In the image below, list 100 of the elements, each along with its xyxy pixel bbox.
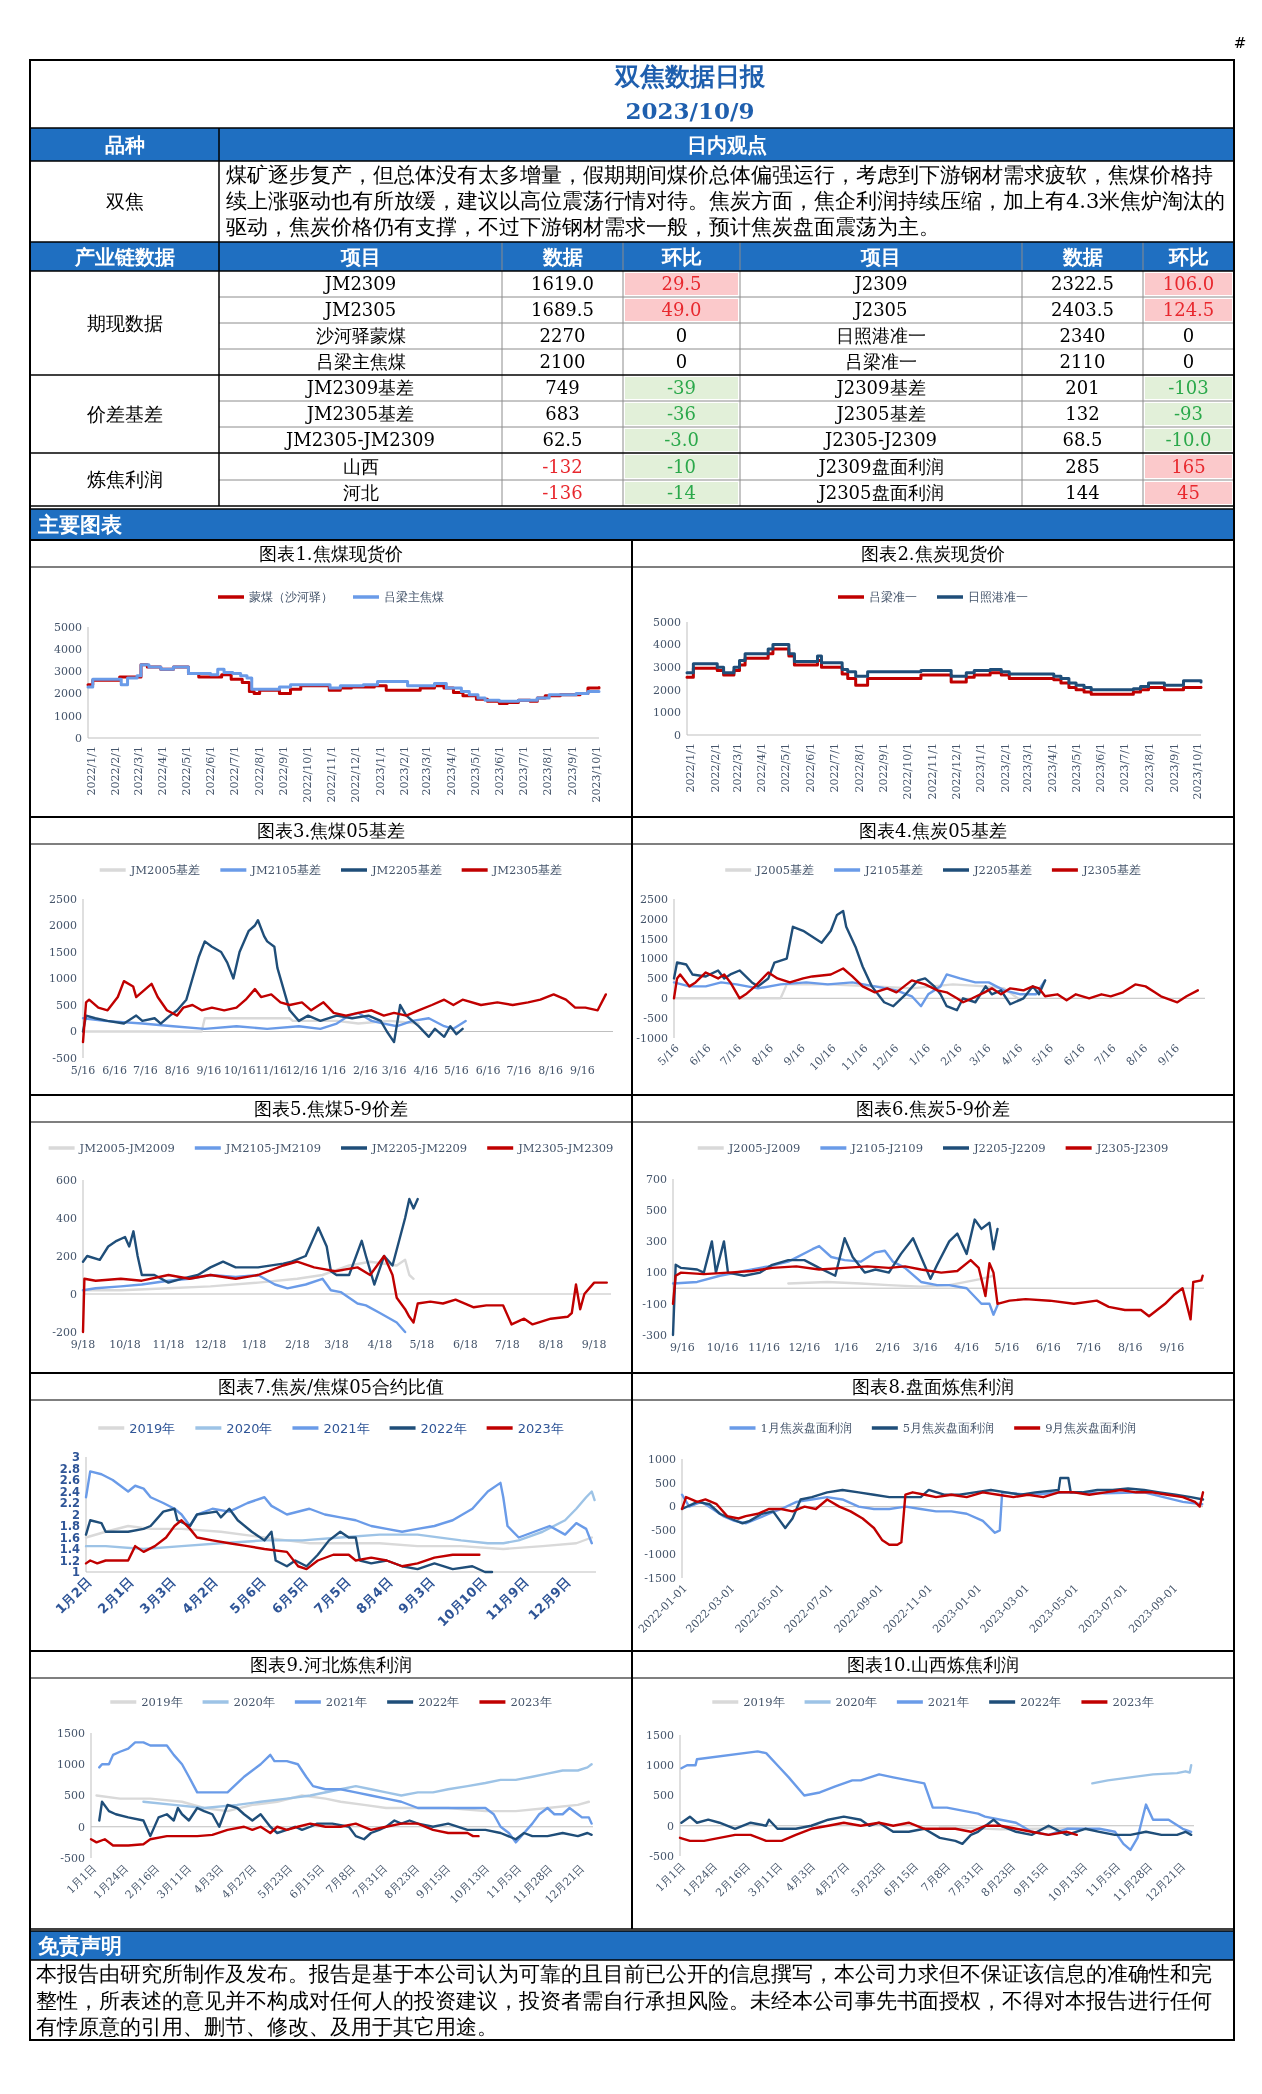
x-tick-label: 10/18 xyxy=(109,1338,141,1351)
x-tick-label: 1/18 xyxy=(241,1338,267,1351)
x-tick-label: 9/16 xyxy=(569,1064,595,1077)
legend-label: J2005-J2009 xyxy=(727,1141,801,1156)
y-tick-label: -200 xyxy=(52,1325,77,1339)
legend-label: JM2305基差 xyxy=(491,863,563,878)
text: J2305基差 xyxy=(834,403,926,425)
legend-label: 5月焦炭盘面利润 xyxy=(902,1421,995,1436)
text: 68.5 xyxy=(1062,429,1103,451)
x-tick-label: 8/18 xyxy=(538,1338,564,1351)
legend-label: JM2205基差 xyxy=(371,863,442,878)
x-tick-label: 3月3日 xyxy=(136,1574,179,1617)
y-tick-label: 0 xyxy=(70,1287,77,1301)
legend-label: JM2005基差 xyxy=(129,863,201,878)
y-tick-label: 1000 xyxy=(646,1759,674,1773)
y-tick-label: 0 xyxy=(75,731,82,745)
y-tick-label: 400 xyxy=(56,1211,77,1225)
legend-label: 2022年 xyxy=(1020,1695,1062,1710)
text: 2340 xyxy=(1059,325,1106,347)
text: 132 xyxy=(1065,403,1100,425)
y-tick-label: -100 xyxy=(642,1297,667,1311)
x-tick-label: 2023/3/1 xyxy=(1021,743,1035,793)
x-tick-label: 2022/12/1 xyxy=(349,746,363,803)
x-tick-label: 12/18 xyxy=(194,1338,227,1351)
x-tick-label: 2023/2/1 xyxy=(998,743,1012,793)
x-tick-label: 2023/4/1 xyxy=(444,746,458,796)
x-tick-label: 2022/9/1 xyxy=(277,746,291,796)
text: 项目 xyxy=(860,244,901,269)
x-tick-label: 7/16 xyxy=(133,1064,158,1077)
x-tick-label: 11/18 xyxy=(152,1338,185,1351)
x-tick-label: 5/16 xyxy=(70,1064,96,1077)
y-tick-label: 2500 xyxy=(49,892,77,906)
x-tick-label: 2/16 xyxy=(875,1341,900,1354)
legend-label: 蒙煤（沙河驿） xyxy=(249,590,333,605)
x-tick-label: 2022/5/1 xyxy=(779,743,793,793)
chart-title: 图表9.河北炼焦利润 xyxy=(250,1654,412,1675)
x-tick-label: 5/16 xyxy=(444,1064,469,1077)
text: 数据 xyxy=(1061,244,1103,269)
text: 1619.0 xyxy=(531,273,594,295)
text: 144 xyxy=(1065,482,1100,504)
y-tick-label: 2000 xyxy=(54,687,82,701)
legend-label: J2205-J2209 xyxy=(973,1141,1046,1156)
x-tick-label: 2022/8/1 xyxy=(252,746,266,796)
y-tick-label: -500 xyxy=(52,1051,77,1065)
legend-label: 日照港准一 xyxy=(968,590,1028,605)
x-tick-label: 3/16 xyxy=(381,1064,407,1077)
legend-label: 吕梁主焦煤 xyxy=(384,590,444,605)
text: # xyxy=(1233,34,1247,52)
y-tick-label: 1500 xyxy=(49,945,77,959)
y-tick-label: 500 xyxy=(646,1204,667,1218)
text: 2110 xyxy=(1059,351,1106,373)
x-tick-label: 6/16 xyxy=(102,1064,128,1077)
x-tick-label: 6/16 xyxy=(1036,1341,1061,1354)
legend-label: 2021年 xyxy=(927,1695,970,1710)
y-tick-label: 0 xyxy=(661,992,668,1006)
text: -10.0 xyxy=(1165,429,1212,451)
x-tick-label: 2023/1/1 xyxy=(373,746,387,796)
x-tick-label: 2023/9/1 xyxy=(1167,743,1181,793)
y-tick-label: -500 xyxy=(651,1524,676,1538)
x-tick-label: 2022/4/1 xyxy=(755,743,769,793)
y-tick-label: 500 xyxy=(64,1789,85,1803)
text: 品种 xyxy=(104,132,145,157)
legend-label: 2022年 xyxy=(418,1695,460,1710)
x-tick-label: 2/18 xyxy=(284,1338,310,1351)
text: 双焦 xyxy=(105,190,144,213)
y-tick-label: 0 xyxy=(669,1500,676,1514)
text: 环比 xyxy=(660,244,702,269)
text: -14 xyxy=(667,482,696,504)
x-tick-label: 2023/7/1 xyxy=(1118,743,1132,793)
x-tick-label: 2023/8/1 xyxy=(1142,743,1156,793)
x-tick-label: 2月1日 xyxy=(94,1574,137,1617)
text: JM2305基差 xyxy=(304,403,415,425)
y-tick-label: 4000 xyxy=(54,643,82,657)
text: 0 xyxy=(1182,351,1195,373)
text: 环比 xyxy=(1167,244,1209,269)
text: -36 xyxy=(667,403,696,425)
text: -39 xyxy=(667,377,696,399)
chart-title: 图表10.山西炼焦利润 xyxy=(846,1654,1020,1675)
x-tick-label: 8/16 xyxy=(164,1064,190,1077)
y-tick-label: 3000 xyxy=(54,665,82,679)
x-tick-label: 12/16 xyxy=(788,1341,821,1354)
text: 2322.5 xyxy=(1051,273,1114,295)
y-tick-label: 1000 xyxy=(640,952,668,966)
x-tick-label: 5/18 xyxy=(409,1338,435,1351)
legend-label: 2020年 xyxy=(835,1695,877,1710)
legend-label: JM2105基差 xyxy=(250,863,321,878)
text: 1689.5 xyxy=(531,299,594,321)
y-tick-label: -500 xyxy=(643,1011,668,1025)
x-tick-label: 2022/4/1 xyxy=(156,746,170,796)
y-tick-label: 3000 xyxy=(653,661,681,675)
text: 2023/10/9 xyxy=(625,97,755,124)
text: 吕梁准一 xyxy=(845,351,917,373)
x-tick-label: 11/16 xyxy=(255,1064,288,1077)
legend-label: J2105基差 xyxy=(864,863,923,878)
text: 主要图表 xyxy=(37,512,122,538)
y-tick-label: -300 xyxy=(642,1328,667,1342)
x-tick-label: 2022/11/1 xyxy=(325,746,339,803)
x-tick-label: 2/16 xyxy=(353,1064,378,1077)
y-tick-label: 2000 xyxy=(653,683,681,697)
x-tick-label: 12/16 xyxy=(286,1064,318,1077)
